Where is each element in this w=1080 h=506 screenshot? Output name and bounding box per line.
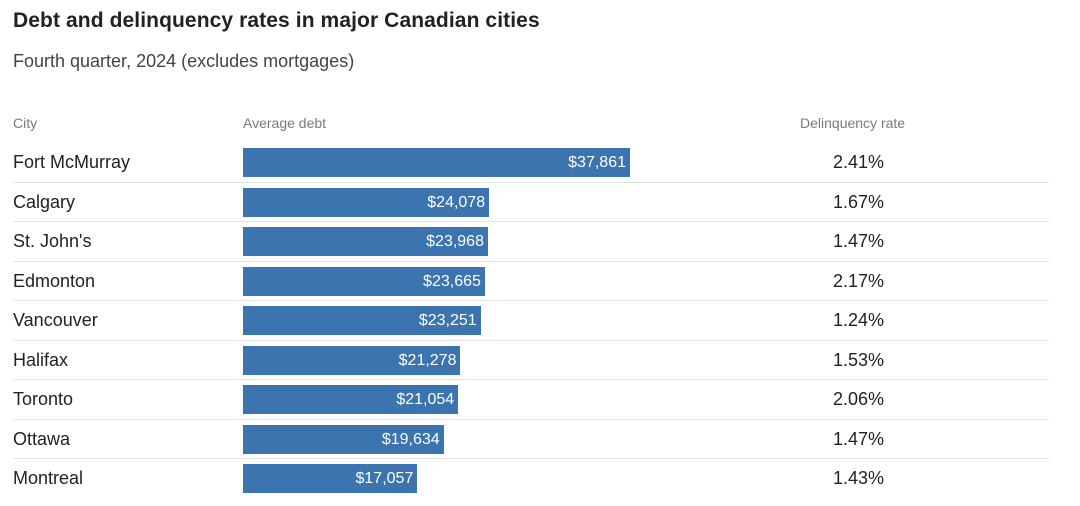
table-row: St. John's $23,968 1.47% <box>0 222 1080 262</box>
debt-value-label: $37,861 <box>568 154 626 171</box>
debt-bar: $24,078 <box>243 187 490 217</box>
debt-value-label: $23,251 <box>418 312 477 329</box>
chart-rows: Fort McMurray $37,861 2.41% Calgary $24,078 1… <box>0 143 1080 499</box>
debt-value-label: $17,057 <box>355 470 414 487</box>
delinquency-rate-label: 2.17% <box>833 270 885 291</box>
table-row: Toronto $21,054 2.06% <box>0 380 1080 420</box>
table-row: Ottawa $19,634 1.47% <box>0 420 1080 459</box>
delinquency-rate-label: 2.41% <box>833 152 885 172</box>
debt-value-label: $23,665 <box>423 272 481 290</box>
table-row: Vancouver $23,251 1.24% <box>0 301 1080 341</box>
chart-title: Debt and delinquency rates in major Cana… <box>13 9 540 32</box>
table-row: Halifax $21,278 1.53% <box>0 341 1080 380</box>
row-divider <box>13 300 1049 301</box>
debt-value-label: $21,054 <box>396 391 455 408</box>
debt-bar: $23,251 <box>243 306 481 335</box>
city-label: Vancouver <box>13 310 98 330</box>
table-row: Edmonton $23,665 2.17% <box>0 262 1080 301</box>
debt-bar: $23,968 <box>243 227 488 256</box>
city-label: Edmonton <box>13 270 96 291</box>
row-divider <box>13 458 1049 459</box>
column-header-city: City <box>13 115 38 131</box>
debt-bar: $19,634 <box>243 424 444 454</box>
debt-value-label: $21,278 <box>398 351 457 369</box>
debt-bar: $17,057 <box>243 464 418 493</box>
debt-bar: $37,861 <box>243 148 630 177</box>
column-header-delinquency-rate: Delinquency rate <box>800 115 906 131</box>
chart-subtitle: Fourth quarter, 2024 (excludes mortgages… <box>13 51 355 71</box>
debt-value-label: $19,634 <box>381 430 440 448</box>
table-row: Calgary $24,078 1.67% <box>0 183 1080 222</box>
row-divider <box>13 379 1049 380</box>
delinquency-rate-label: 1.47% <box>833 231 885 251</box>
delinquency-rate-label: 1.53% <box>833 349 885 370</box>
row-divider <box>13 181 1049 183</box>
city-label: St. John's <box>13 231 92 251</box>
row-divider <box>13 221 1049 222</box>
debt-bar: $21,054 <box>243 385 459 414</box>
delinquency-rate-label: 1.24% <box>833 310 885 330</box>
city-label: Montreal <box>13 468 84 488</box>
city-label: Toronto <box>13 389 74 409</box>
city-label: Fort McMurray <box>13 152 130 172</box>
debt-value-label: $24,078 <box>427 193 486 211</box>
delinquency-rate-label: 1.43% <box>833 468 885 488</box>
debt-bar: $21,278 <box>243 345 461 375</box>
debt-bar: $23,665 <box>243 266 485 296</box>
table-row: Fort McMurray $37,861 2.41% <box>0 143 1080 183</box>
delinquency-rate-label: 2.06% <box>833 389 885 409</box>
row-divider <box>13 418 1049 420</box>
city-label: Halifax <box>13 349 69 370</box>
city-label: Ottawa <box>13 428 71 449</box>
debt-value-label: $23,968 <box>426 233 484 250</box>
column-header-average-debt: Average debt <box>243 115 327 131</box>
row-divider <box>13 260 1049 262</box>
row-divider <box>13 339 1049 341</box>
table-row: Montreal $17,057 1.43% <box>0 459 1080 499</box>
delinquency-rate-label: 1.67% <box>833 191 885 212</box>
city-label: Calgary <box>13 191 76 212</box>
delinquency-rate-label: 1.47% <box>833 428 885 449</box>
